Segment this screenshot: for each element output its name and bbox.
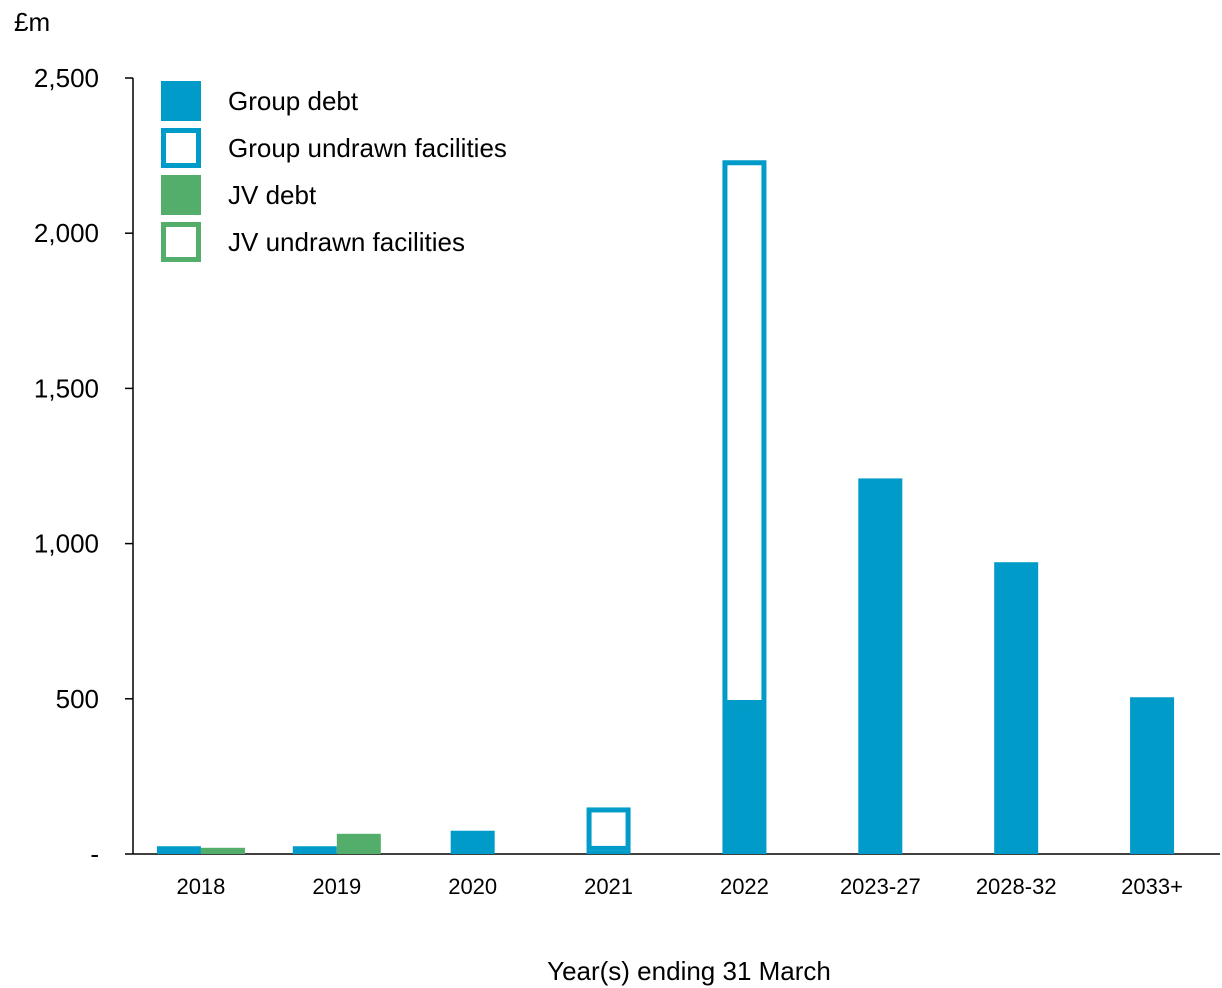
x-tick-label: 2023-27 bbox=[840, 874, 921, 899]
bar-group-undrawn-facilities bbox=[586, 807, 631, 851]
y-tick-label: 2,500 bbox=[34, 63, 99, 93]
bar-group-debt bbox=[994, 562, 1039, 854]
legend-swatch bbox=[161, 222, 201, 262]
y-tick-label: 1,500 bbox=[34, 373, 99, 403]
bar-group-debt bbox=[156, 846, 201, 854]
bar-jv-debt bbox=[336, 833, 381, 854]
bar-jv-debt bbox=[200, 847, 245, 854]
legend-label: JV undrawn facilities bbox=[228, 227, 465, 257]
y-tick-label: 1,000 bbox=[34, 529, 99, 559]
y-axis: - 500 1,000 1,500 2,000 2,500 bbox=[34, 63, 134, 869]
bar-group-undrawn-facilities bbox=[722, 160, 767, 706]
legend-label: JV debt bbox=[228, 180, 317, 210]
bars bbox=[156, 160, 1175, 854]
bar-group-debt bbox=[722, 705, 767, 854]
x-tick-label: 2028-32 bbox=[976, 874, 1057, 899]
y-tick-label: 2,000 bbox=[34, 218, 99, 248]
bar-group-debt bbox=[858, 478, 903, 854]
x-axis-title: Year(s) ending 31 March bbox=[547, 956, 831, 986]
x-tick-label: 2019 bbox=[312, 874, 361, 899]
legend-swatch bbox=[161, 128, 201, 168]
bar-group-debt bbox=[586, 850, 631, 854]
y-tick-label: - bbox=[90, 839, 99, 869]
y-unit-label: £m bbox=[14, 7, 50, 37]
bar-group-debt bbox=[1130, 697, 1175, 854]
x-tick-label: 2021 bbox=[584, 874, 633, 899]
bar-group-debt bbox=[450, 830, 495, 854]
legend-label: Group debt bbox=[228, 86, 359, 116]
legend-swatch bbox=[161, 81, 201, 121]
x-tick-label: 2033+ bbox=[1121, 874, 1183, 899]
legend: Group debt Group undrawn facilities JV deb… bbox=[161, 81, 507, 262]
x-tick-label: 2020 bbox=[448, 874, 497, 899]
x-tick-label: 2022 bbox=[720, 874, 769, 899]
y-tick-label: 500 bbox=[56, 684, 99, 714]
legend-label: Group undrawn facilities bbox=[228, 133, 507, 163]
bar-group-debt bbox=[292, 846, 337, 854]
x-tick-label: 2018 bbox=[176, 874, 225, 899]
legend-swatch bbox=[161, 175, 201, 215]
x-axis: 2018 2019 2020 2021 2022 2023-27 2028-32 2033+ bbox=[133, 853, 1220, 899]
